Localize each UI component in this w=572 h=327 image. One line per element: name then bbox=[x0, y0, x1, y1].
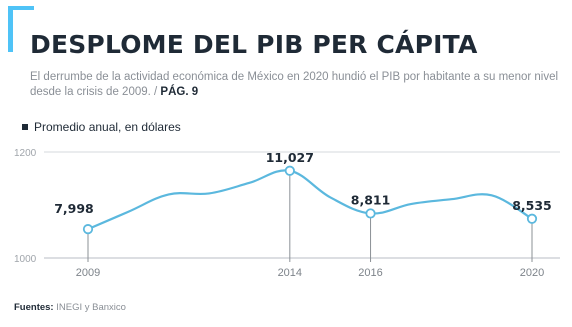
data-label: 8,811 bbox=[351, 192, 391, 207]
legend-label: Promedio anual, en dólares bbox=[34, 120, 181, 134]
marker-layer bbox=[82, 165, 538, 235]
data-label: 7,998 bbox=[54, 201, 94, 216]
line-layer bbox=[87, 169, 533, 231]
y-tick-label: 1000 bbox=[14, 254, 37, 265]
data-point-marker bbox=[526, 213, 538, 224]
source-text: INEGI y Banxico bbox=[56, 302, 126, 313]
x-tick-label: 2016 bbox=[358, 267, 382, 279]
chart-subtitle: El derrumbe de la actividad económica de… bbox=[30, 70, 560, 100]
x-tick-label: 2009 bbox=[76, 267, 100, 279]
grid-layer bbox=[44, 151, 560, 262]
data-point-marker bbox=[82, 224, 94, 235]
label-layer: 1200 1000 7,998 2009 11,027 2014 8,811 2016 8,53… bbox=[14, 148, 552, 279]
page-reference: PÁG. 9 bbox=[160, 86, 199, 98]
source-note: Fuentes: INEGI y Banxico bbox=[14, 302, 126, 313]
accent-bar bbox=[8, 6, 13, 52]
data-label: 8,535 bbox=[512, 198, 552, 213]
y-tick-label: 1200 bbox=[14, 148, 37, 159]
accent-rule bbox=[8, 6, 34, 10]
x-tick-label: 2020 bbox=[520, 267, 544, 279]
data-point-marker bbox=[365, 208, 376, 219]
chart-title: DESPLOME DEL PIB PER CÁPITA bbox=[30, 30, 478, 59]
source-label: Fuentes: bbox=[14, 302, 54, 313]
data-label: 11,027 bbox=[266, 150, 314, 165]
subtitle-text: El derrumbe de la actividad económica de… bbox=[30, 71, 559, 98]
legend-marker bbox=[22, 124, 28, 130]
x-tick-label: 2014 bbox=[278, 267, 302, 279]
data-point-marker bbox=[284, 165, 295, 176]
series-line bbox=[87, 169, 533, 231]
legend: Promedio anual, en dólares bbox=[22, 120, 181, 134]
